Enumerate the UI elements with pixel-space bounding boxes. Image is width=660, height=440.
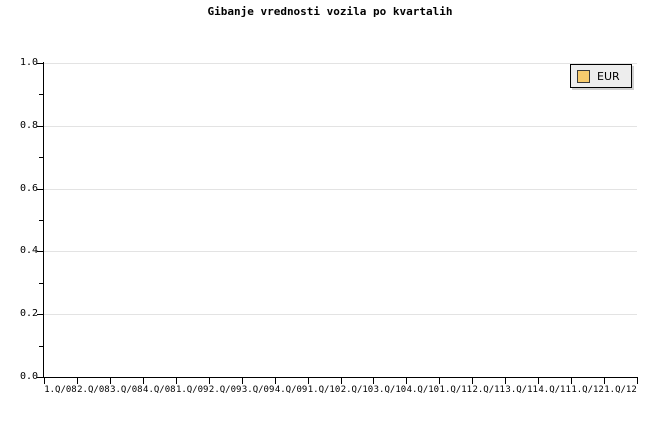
y-axis-minor-tick [39,157,43,159]
x-axis-tick [604,378,605,384]
gridline [44,188,637,190]
x-axis-label: 3.Q/09 [241,385,275,395]
y-axis-label: 0.2 [19,308,38,320]
x-axis-label: 2.Q/08 [77,385,110,395]
x-axis-label: 3.Q/11 [505,385,538,395]
legend[interactable]: EUR [570,64,632,88]
x-axis-tick [209,378,210,384]
plot-area [44,63,637,378]
gridline [44,314,637,316]
x-axis-tick [538,378,539,384]
gridline [44,251,637,253]
x-axis-tick [242,378,243,384]
y-axis-tick [37,63,43,64]
x-axis-tick [472,378,473,384]
y-axis-label: 0.0 [19,371,38,382]
x-axis-label: 4.Q/08 [143,385,176,395]
x-axis-tick [44,378,45,384]
y-axis-label: 0.4 [19,245,38,257]
y-axis-label: 1.0 [19,57,38,68]
y-axis-tick [37,125,43,127]
x-axis-label: 2.Q/10 [340,385,374,395]
chart-title: Gibanje vrednosti vozila po kvartalih [207,5,453,18]
x-axis-label: 2.Q/09 [208,385,242,395]
x-axis-tick [571,378,572,384]
y-axis-tick [37,377,43,378]
y-axis-tick [37,314,43,316]
x-axis-tick [77,378,78,384]
x-axis-label: 1.Q/11 [439,385,473,395]
x-axis-label: 4.Q/11 [538,385,571,395]
gridline [44,63,637,64]
y-axis-tick [37,251,43,253]
x-axis-label: 3.Q/10 [373,385,407,395]
x-axis-line [43,377,638,378]
gridline [44,125,637,127]
y-axis-minor-tick [39,94,43,96]
x-axis-tick [373,378,374,384]
x-axis-tick [275,378,276,384]
x-axis-label: 2.Q/11 [472,385,505,395]
x-axis-label: 1.Q/12 [571,385,604,395]
x-axis-label: 1.Q/12 [604,385,637,395]
y-axis-label: 0.6 [19,182,38,194]
x-axis-label: 4.Q/10 [406,385,440,395]
x-axis-tick [143,378,144,384]
x-axis-label: 1.Q/10 [307,385,341,395]
x-axis-tick [439,378,440,384]
x-axis-tick [308,378,309,384]
y-axis-minor-tick [39,220,43,221]
x-axis-tick [110,378,111,384]
y-axis-label: 0.8 [19,119,38,131]
x-axis-label: 1.Q/09 [175,385,209,395]
x-axis-tick [341,378,342,384]
x-axis-tick [406,378,407,384]
y-axis-line [43,62,44,378]
x-axis-tick [637,378,638,384]
y-axis-minor-tick [39,282,43,284]
x-axis-label: 4.Q/09 [274,385,308,395]
y-axis-tick [37,188,43,190]
x-axis-label: 3.Q/08 [110,385,143,395]
legend-swatch-eur [577,69,590,83]
x-axis-tick [505,378,506,384]
x-axis-tick [176,378,177,384]
x-axis-label: 1.Q/08 [44,385,77,395]
y-axis-minor-tick [39,345,43,347]
legend-label-eur: EUR [597,69,620,83]
